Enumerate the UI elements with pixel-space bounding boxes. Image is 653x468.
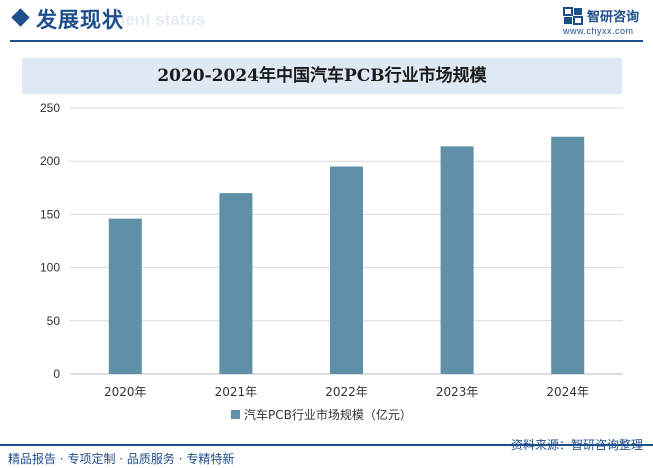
section-subtitle-ghost: ment status (110, 10, 206, 29)
x-tick-label: 2023年 (436, 385, 479, 399)
section-title: 发展现状 (36, 8, 124, 32)
bar-chart: 0 50 100 150 200 250 2020年 2021年 2022年 2023年 2024… (40, 101, 623, 422)
legend-label: 汽车PCB行业市场规模（亿元） (244, 407, 412, 422)
brand-url: www.chyxx.com (562, 26, 634, 36)
y-tick-label: 200 (40, 154, 60, 168)
x-tick-label: 2024年 (546, 385, 589, 399)
chart-title-bar: 2020-2024年中国汽车PCB行业市场规模 (22, 58, 622, 94)
legend-swatch (231, 410, 240, 419)
y-tick-label: 0 (53, 367, 60, 381)
x-tick-label: 2021年 (215, 385, 258, 399)
brand-icon (562, 6, 583, 25)
header: ment status 发展现状 智研咨询 www.chyxx.com (0, 0, 653, 44)
y-tick-label: 150 (40, 207, 60, 221)
bar (108, 218, 142, 374)
bar (440, 146, 474, 374)
y-tick-label: 50 (47, 314, 61, 328)
y-tick-label: 100 (40, 261, 60, 275)
brand-name: 智研咨询 (586, 10, 639, 25)
bar (219, 193, 253, 374)
footer-tagline: 精品报告 · 专项定制 · 品质服务 · 专精特新 (8, 452, 235, 466)
bar (330, 166, 363, 374)
brand-logo: 智研咨询 www.chyxx.com (562, 6, 639, 36)
y-tick-label: 250 (40, 101, 60, 115)
bar (551, 136, 585, 374)
x-tick-label: 2020年 (104, 385, 147, 399)
chart-title: 2020-2024年中国汽车PCB行业市场规模 (157, 66, 487, 86)
header-divider (10, 40, 643, 42)
x-tick-label: 2022年 (325, 385, 368, 399)
footer-divider (0, 444, 653, 446)
